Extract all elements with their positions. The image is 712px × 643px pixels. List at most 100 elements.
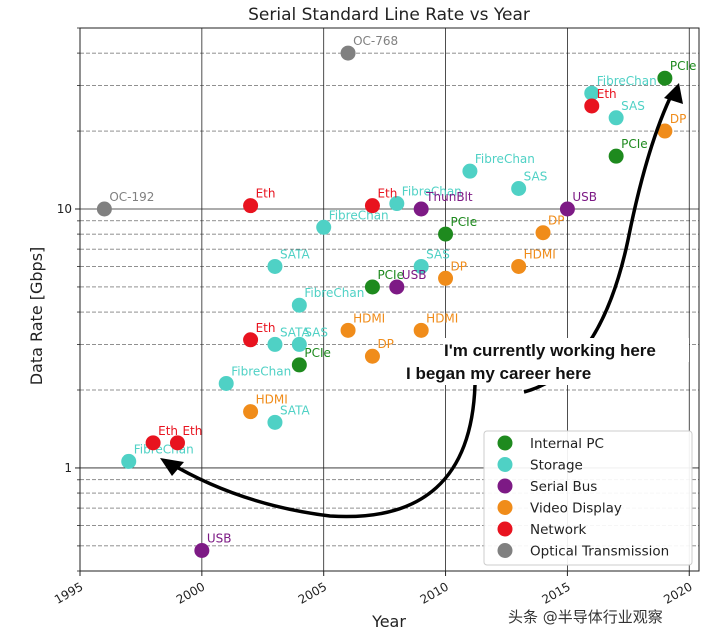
data-label: PCIe — [377, 268, 404, 282]
data-label: SAS — [426, 247, 450, 261]
legend-marker — [497, 543, 513, 558]
x-tick-label: 2000 — [174, 579, 207, 606]
x-tick-label: 2010 — [418, 579, 451, 606]
data-label: DP — [670, 112, 686, 126]
legend-label: Network — [530, 522, 587, 538]
series-serial-bus: USB USB ThunBlt USB — [194, 190, 597, 558]
data-point — [169, 435, 185, 451]
data-point — [194, 542, 210, 558]
data-point — [657, 123, 673, 139]
data-label: HDMI — [524, 247, 556, 261]
data-point — [145, 435, 161, 451]
data-label: PCIe — [304, 346, 331, 360]
series-internal-pc: PCIe PCIe PCIe PCIe PCIe — [291, 59, 697, 373]
data-label: SAS — [524, 169, 548, 183]
data-label: OC-768 — [353, 34, 398, 48]
x-axis-label: Year — [371, 612, 406, 631]
data-point — [291, 357, 307, 373]
data-point — [243, 404, 259, 420]
legend-marker — [497, 457, 513, 472]
data-label: ThunBlt — [425, 190, 473, 204]
data-label: HDMI — [426, 311, 458, 325]
data-point — [291, 336, 307, 352]
data-point — [267, 258, 283, 274]
data-point — [340, 45, 356, 61]
data-label: SATA — [280, 325, 311, 339]
data-point — [218, 375, 234, 391]
data-point — [364, 279, 380, 295]
data-label: DP — [451, 259, 467, 273]
legend-marker — [497, 478, 513, 494]
data-label: Eth — [256, 321, 276, 335]
current-arrowhead — [664, 83, 683, 104]
data-point — [389, 196, 405, 212]
data-point — [608, 110, 624, 126]
chart-title: Serial Standard Line Rate vs Year — [248, 5, 530, 25]
data-point — [121, 453, 137, 469]
y-tick-label: 1 — [64, 461, 72, 475]
data-point — [243, 198, 259, 214]
series-video-display: HDMI HDMI DP HDMI DP HDMI DP DP — [243, 112, 686, 420]
annotation-bg-began — [405, 361, 621, 385]
y-axis-label: Data Rate [Gbps] — [27, 247, 46, 386]
plot-frame — [79, 27, 700, 572]
data-point — [584, 98, 600, 114]
series-network: Eth Eth Eth Eth Eth Eth — [145, 87, 617, 451]
legend: Internal PC Storage Serial Bus Video Displa… — [483, 430, 693, 566]
data-point — [413, 201, 429, 217]
legend-marker — [497, 500, 513, 515]
x-tick-label: 1995 — [52, 579, 85, 606]
legend-label: Serial Bus — [530, 479, 597, 495]
data-point — [438, 226, 454, 242]
data-point — [96, 201, 112, 217]
data-label: USB — [402, 268, 427, 282]
data-label: HDMI — [353, 311, 385, 325]
data-point — [243, 332, 259, 348]
data-point — [316, 219, 332, 235]
y-tick-label: 10 — [57, 202, 72, 216]
legend-label: Storage — [530, 458, 583, 474]
data-label: USB — [207, 531, 232, 545]
data-point — [413, 322, 429, 338]
data-label: FibreChan — [475, 152, 535, 166]
watermark: 头条 @半导体行业观察 — [508, 608, 663, 626]
data-label: DP — [377, 337, 393, 351]
data-point — [267, 336, 283, 352]
data-point — [511, 180, 527, 196]
annotation-began: I began my career here — [406, 364, 591, 383]
x-tick-label: 2015 — [539, 579, 572, 606]
data-label: PCIe — [670, 59, 697, 73]
data-label: DP — [548, 214, 564, 228]
annotations: I'm currently working here I began my ca… — [160, 83, 689, 519]
data-label: FibreChan — [329, 208, 389, 222]
data-point — [462, 163, 478, 179]
data-point — [584, 85, 600, 101]
data-label: OC-192 — [109, 190, 154, 204]
x-tick-label: 2020 — [661, 579, 694, 606]
legend-marker — [497, 435, 513, 451]
data-label: Eth — [597, 87, 617, 101]
data-label: FibreChan — [231, 364, 291, 378]
data-point — [559, 201, 575, 217]
data-point — [291, 297, 307, 313]
data-point — [608, 148, 624, 164]
data-label: SATA — [280, 403, 311, 417]
data-label: Eth — [158, 424, 178, 438]
data-point — [389, 279, 405, 295]
career-start-arrowhead — [160, 458, 184, 476]
data-label: PCIe — [451, 215, 478, 229]
data-point — [267, 414, 283, 430]
x-tick-label: 2005 — [296, 579, 329, 606]
legend-label: Video Display — [530, 501, 622, 517]
legend-label: Optical Transmission — [530, 544, 669, 560]
data-point — [340, 322, 356, 338]
data-label: SAS — [304, 325, 328, 339]
data-point — [511, 258, 527, 274]
annotation-current: I'm currently working here — [444, 341, 656, 360]
data-label: Eth — [377, 187, 397, 201]
data-label: SATA — [280, 247, 311, 261]
data-point — [413, 258, 429, 274]
data-label: FibreChan — [597, 74, 657, 88]
data-label: HDMI — [256, 393, 288, 407]
